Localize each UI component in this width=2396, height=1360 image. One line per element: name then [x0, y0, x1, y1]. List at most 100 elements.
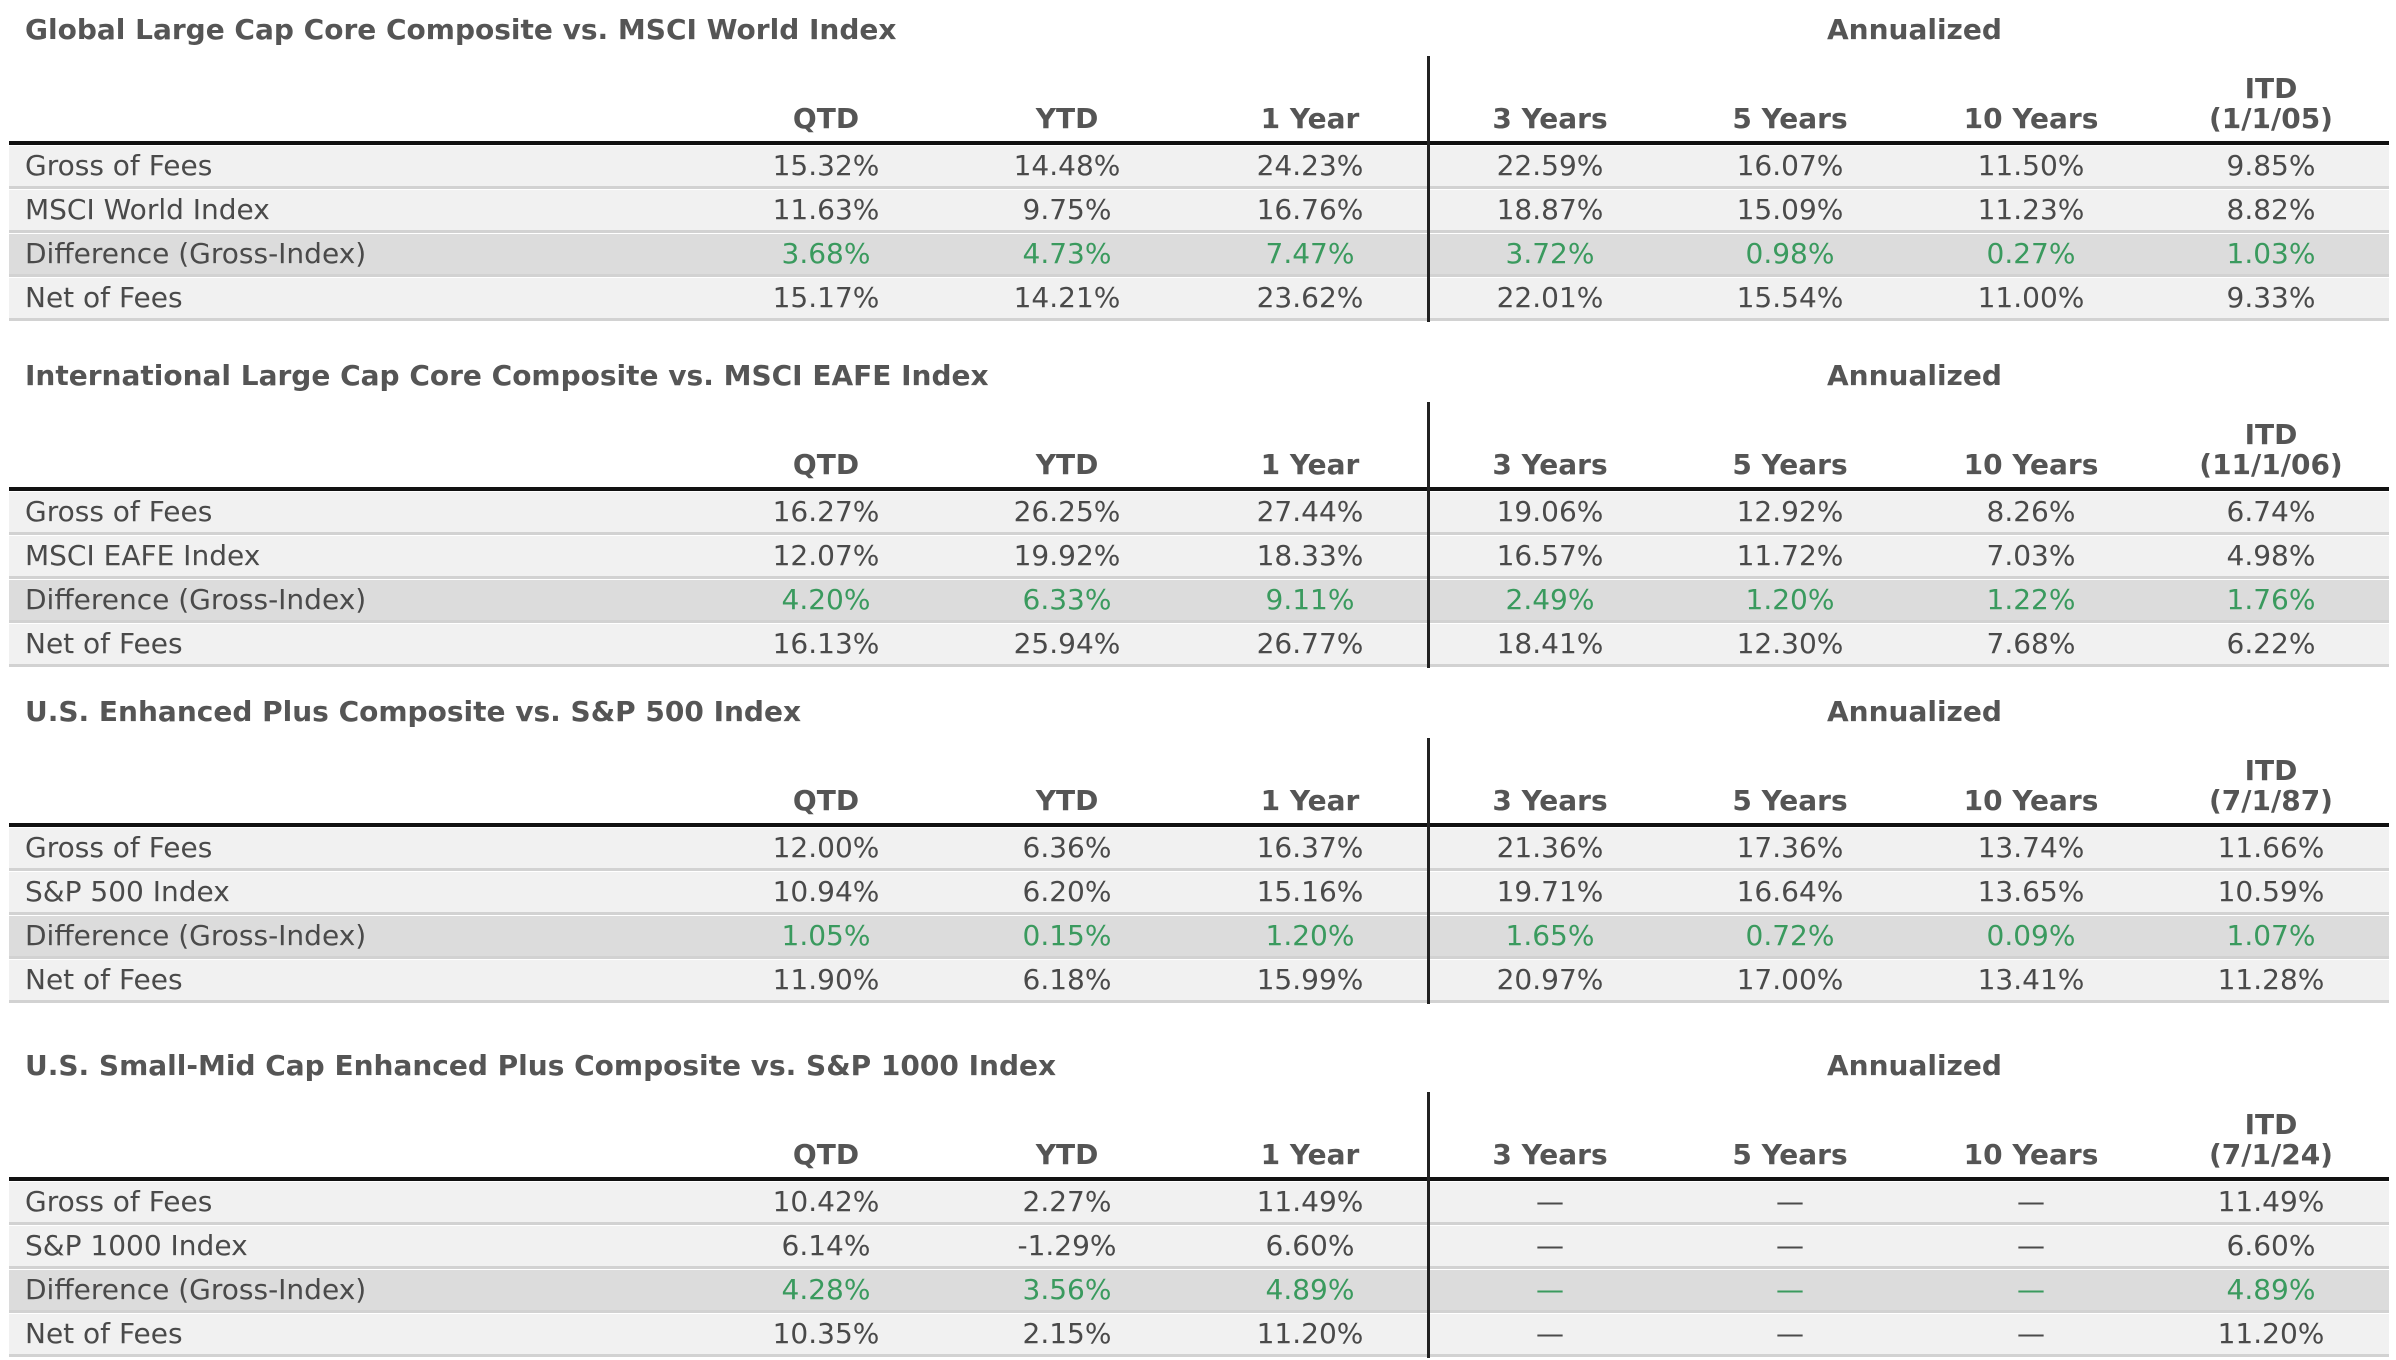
- cell-5-years: 17.00%: [1736, 963, 1844, 996]
- cell-10-years: 8.26%: [1986, 495, 2076, 528]
- cell-itd: 4.98%: [2226, 539, 2316, 572]
- net-of-fees-row: Net of Fees 15.17% 14.21% 23.62% 22.01% 15.54…: [9, 278, 2389, 321]
- annualized-label: Annualized: [1827, 13, 2002, 46]
- cell-3-years: 3.72%: [1505, 237, 1595, 270]
- column-header-5-years: 5 Years: [1732, 784, 1848, 817]
- cell-ytd: 2.27%: [1022, 1185, 1112, 1218]
- header-rule: [9, 141, 2389, 145]
- cell-1-year: 16.37%: [1256, 831, 1364, 864]
- itd-inception-date: (7/1/87): [2209, 784, 2333, 817]
- cell-3-years: —: [1536, 1229, 1564, 1262]
- row-label: Net of Fees: [25, 963, 183, 996]
- performance-table-2: International Large Cap Core Composite v…: [9, 358, 2389, 670]
- column-header-ytd: YTD: [1035, 1138, 1099, 1171]
- cell-qtd: 4.28%: [781, 1273, 871, 1306]
- cell-1-year: 23.62%: [1256, 281, 1364, 314]
- cell-5-years: 1.20%: [1745, 583, 1835, 616]
- column-header-3-years: 3 Years: [1492, 448, 1608, 481]
- index-row: S&P 500 Index 10.94% 6.20% 15.16% 19.71% 16.6…: [9, 872, 2389, 915]
- cell-10-years: 11.23%: [1977, 193, 2085, 226]
- column-header-10-years: 10 Years: [1963, 1138, 2099, 1171]
- itd-inception-date: (11/1/06): [2199, 448, 2343, 481]
- cell-10-years: —: [2017, 1317, 2045, 1350]
- cell-ytd: 0.15%: [1022, 919, 1112, 952]
- column-header-5-years: 5 Years: [1732, 448, 1848, 481]
- column-header-5-years: 5 Years: [1732, 102, 1848, 135]
- cell-itd: 9.33%: [2226, 281, 2316, 314]
- row-label: MSCI World Index: [25, 193, 270, 226]
- cell-1-year: 26.77%: [1256, 627, 1364, 660]
- cell-10-years: 13.41%: [1977, 963, 2085, 996]
- table-title: U.S. Small-Mid Cap Enhanced Plus Composi…: [25, 1049, 1057, 1082]
- cell-10-years: —: [2017, 1273, 2045, 1306]
- row-label: Net of Fees: [25, 1317, 183, 1350]
- annualized-label: Annualized: [1827, 359, 2002, 392]
- annualized-divider: [1427, 402, 1430, 668]
- cell-10-years: 0.09%: [1986, 919, 2076, 952]
- cell-itd: 4.89%: [2226, 1273, 2316, 1306]
- difference-row: Difference (Gross-Index) 4.20% 6.33% 9.11% 2…: [9, 580, 2389, 623]
- column-header-qtd: QTD: [792, 784, 860, 817]
- cell-1-year: 16.76%: [1256, 193, 1364, 226]
- row-label: Difference (Gross-Index): [25, 1273, 367, 1306]
- cell-5-years: —: [1776, 1229, 1804, 1262]
- cell-itd: 6.22%: [2226, 627, 2316, 660]
- cell-itd: 1.76%: [2226, 583, 2316, 616]
- column-header-1-year: 1 Year: [1260, 784, 1360, 817]
- row-label: Gross of Fees: [25, 1185, 213, 1218]
- cell-10-years: —: [2017, 1185, 2045, 1218]
- itd-inception-date: (7/1/24): [2209, 1138, 2333, 1171]
- cell-10-years: 7.68%: [1986, 627, 2076, 660]
- cell-qtd: 16.13%: [772, 627, 880, 660]
- column-header-1-year: 1 Year: [1260, 448, 1360, 481]
- cell-qtd: 12.00%: [772, 831, 880, 864]
- difference-row: Difference (Gross-Index) 1.05% 0.15% 1.20% 1…: [9, 916, 2389, 959]
- cell-1-year: 9.11%: [1265, 583, 1355, 616]
- cell-3-years: 22.01%: [1496, 281, 1604, 314]
- cell-qtd: 12.07%: [772, 539, 880, 572]
- column-header-itd: ITD (1/1/05): [2161, 74, 2381, 134]
- cell-1-year: 11.20%: [1256, 1317, 1364, 1350]
- annualized-divider: [1427, 56, 1430, 322]
- cell-itd: 8.82%: [2226, 193, 2316, 226]
- cell-5-years: —: [1776, 1317, 1804, 1350]
- table-title: U.S. Enhanced Plus Composite vs. S&P 500…: [25, 695, 802, 728]
- cell-ytd: 9.75%: [1022, 193, 1112, 226]
- column-header-qtd: QTD: [792, 102, 860, 135]
- cell-5-years: —: [1776, 1273, 1804, 1306]
- cell-ytd: 14.48%: [1013, 149, 1121, 182]
- cell-qtd: 11.90%: [772, 963, 880, 996]
- index-row: MSCI World Index 11.63% 9.75% 16.76% 18.87% 1…: [9, 190, 2389, 233]
- header-rule: [9, 823, 2389, 827]
- cell-5-years: 12.92%: [1736, 495, 1844, 528]
- gross-of-fees-row: Gross of Fees 16.27% 26.25% 27.44% 19.06% 12.…: [9, 492, 2389, 535]
- annualized-label: Annualized: [1827, 695, 2002, 728]
- cell-10-years: 13.65%: [1977, 875, 2085, 908]
- cell-qtd: 15.32%: [772, 149, 880, 182]
- cell-ytd: 14.21%: [1013, 281, 1121, 314]
- itd-inception-date: (1/1/05): [2209, 102, 2333, 135]
- cell-qtd: 1.05%: [781, 919, 871, 952]
- cell-1-year: 1.20%: [1265, 919, 1355, 952]
- cell-10-years: 13.74%: [1977, 831, 2085, 864]
- column-header-5-years: 5 Years: [1732, 1138, 1848, 1171]
- cell-ytd: 3.56%: [1022, 1273, 1112, 1306]
- cell-1-year: 4.89%: [1265, 1273, 1355, 1306]
- cell-ytd: 6.36%: [1022, 831, 1112, 864]
- cell-ytd: 6.18%: [1022, 963, 1112, 996]
- cell-itd: 9.85%: [2226, 149, 2316, 182]
- cell-5-years: 0.72%: [1745, 919, 1835, 952]
- cell-5-years: 15.54%: [1736, 281, 1844, 314]
- cell-itd: 6.74%: [2226, 495, 2316, 528]
- table-title: International Large Cap Core Composite v…: [25, 359, 989, 392]
- column-header-3-years: 3 Years: [1492, 102, 1608, 135]
- cell-3-years: 18.87%: [1496, 193, 1604, 226]
- cell-qtd: 4.20%: [781, 583, 871, 616]
- cell-ytd: 4.73%: [1022, 237, 1112, 270]
- column-header-itd: ITD (7/1/24): [2161, 1110, 2381, 1170]
- column-header-itd: ITD (11/1/06): [2161, 420, 2381, 480]
- net-of-fees-row: Net of Fees 10.35% 2.15% 11.20% — — — 11.20%: [9, 1314, 2389, 1357]
- row-label: Difference (Gross-Index): [25, 583, 367, 616]
- row-label: Net of Fees: [25, 627, 183, 660]
- gross-of-fees-row: Gross of Fees 10.42% 2.27% 11.49% — — — 11.49%: [9, 1182, 2389, 1225]
